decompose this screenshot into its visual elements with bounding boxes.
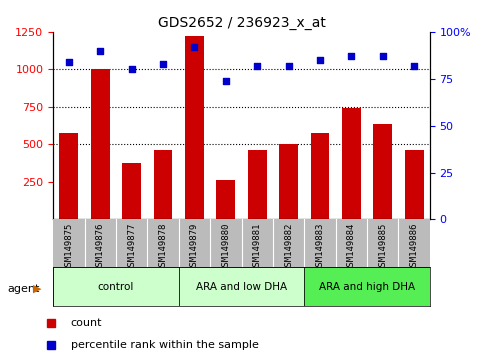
Bar	[53, 267, 179, 306]
Point	[411, 63, 418, 68]
Text: GSM149879: GSM149879	[190, 223, 199, 271]
Text: ▶: ▶	[33, 284, 42, 293]
Text: GSM149884: GSM149884	[347, 223, 356, 271]
Point	[97, 48, 104, 53]
Point	[316, 57, 324, 63]
Bar	[373, 124, 392, 219]
Bar	[91, 69, 110, 219]
Bar	[342, 108, 361, 219]
Text: GSM149885: GSM149885	[378, 223, 387, 271]
Point	[253, 63, 261, 68]
Bar	[122, 163, 141, 219]
Text: count: count	[71, 318, 102, 329]
Point	[128, 67, 135, 72]
Text: GDS2652 / 236923_x_at: GDS2652 / 236923_x_at	[157, 16, 326, 30]
Bar	[154, 150, 172, 219]
Text: percentile rank within the sample: percentile rank within the sample	[71, 339, 258, 350]
Bar	[59, 133, 78, 219]
Text: ARA and low DHA: ARA and low DHA	[196, 282, 287, 292]
Text: GSM149876: GSM149876	[96, 223, 105, 271]
Text: GSM149881: GSM149881	[253, 223, 262, 271]
Bar	[179, 267, 304, 306]
Text: GSM149877: GSM149877	[127, 223, 136, 271]
Bar	[279, 144, 298, 219]
Text: GSM149880: GSM149880	[221, 223, 230, 271]
Point	[222, 78, 230, 84]
Point	[191, 44, 199, 50]
Point	[348, 53, 355, 59]
Text: GSM149883: GSM149883	[315, 223, 325, 271]
Bar	[304, 267, 430, 306]
Text: agent: agent	[7, 284, 40, 293]
Text: GSM149878: GSM149878	[158, 223, 168, 271]
Bar	[248, 150, 267, 219]
Point	[65, 59, 73, 65]
Bar	[311, 133, 329, 219]
Bar	[216, 180, 235, 219]
Text: ARA and high DHA: ARA and high DHA	[319, 282, 415, 292]
Bar	[185, 36, 204, 219]
Bar	[405, 150, 424, 219]
Text: GSM149875: GSM149875	[64, 223, 73, 271]
Point	[379, 53, 387, 59]
Text: GSM149886: GSM149886	[410, 223, 419, 271]
Point	[285, 63, 293, 68]
Point	[159, 61, 167, 67]
Text: GSM149882: GSM149882	[284, 223, 293, 271]
Text: control: control	[98, 282, 134, 292]
